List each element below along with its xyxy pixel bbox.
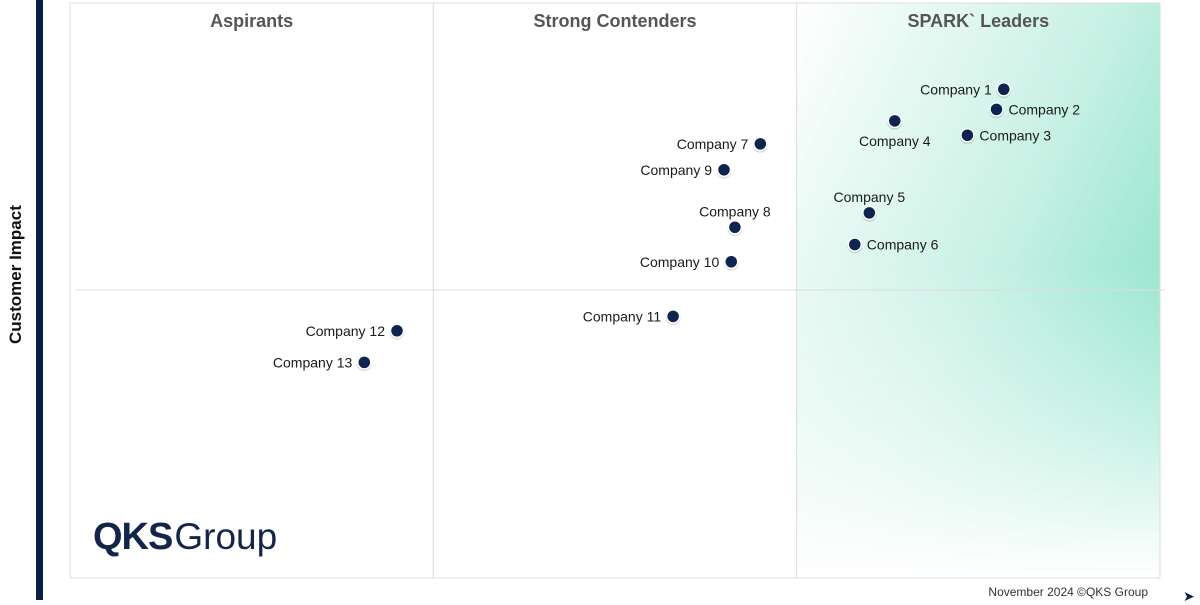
data-point-4: Company 4 <box>859 113 931 149</box>
data-point-2: Company 2 <box>989 101 1081 119</box>
point-label: Company 12 <box>306 323 386 339</box>
point-marker <box>862 205 877 221</box>
point-marker <box>960 128 975 143</box>
x-axis-arrow-icon: ➤ <box>1183 588 1195 604</box>
point-label: Company 3 <box>979 127 1051 143</box>
data-point-5: Company 5 <box>834 189 906 222</box>
data-point-8: Company 8 <box>699 203 771 237</box>
point-label: Company 7 <box>677 136 749 152</box>
data-point-1: Company 1 <box>920 81 1012 99</box>
point-marker <box>996 82 1012 97</box>
point-marker <box>665 309 681 324</box>
point-label: Company 1 <box>920 81 992 97</box>
point-marker <box>727 220 743 235</box>
point-marker <box>724 254 739 269</box>
point-marker <box>847 237 863 252</box>
point-label: Company 11 <box>583 308 662 324</box>
quadrant-title-2: Strong Contenders <box>533 11 696 31</box>
point-label: Company 4 <box>859 133 931 149</box>
y-axis-bar <box>36 0 43 600</box>
data-point-7: Company 7 <box>677 136 768 153</box>
logo-light-text: Group <box>174 516 278 557</box>
point-marker <box>357 355 372 370</box>
point-label: Company 8 <box>699 203 771 219</box>
data-point-3: Company 3 <box>959 127 1051 145</box>
data-point-13: Company 13 <box>273 354 372 372</box>
point-marker <box>887 113 903 129</box>
point-label: Company 10 <box>640 254 720 270</box>
point-marker <box>716 162 732 177</box>
point-marker <box>389 323 405 338</box>
data-point-12: Company 12 <box>306 323 405 340</box>
point-marker <box>753 136 768 152</box>
data-point-10: Company 10 <box>640 254 739 271</box>
point-label: Company 13 <box>273 354 353 370</box>
data-point-11: Company 11 <box>583 308 681 326</box>
data-point-6: Company 6 <box>847 237 939 254</box>
quadrant-title-1: Aspirants <box>210 11 293 31</box>
point-label: Company 2 <box>1009 101 1081 117</box>
point-label: Company 6 <box>867 237 939 253</box>
point-label: Company 9 <box>640 162 712 178</box>
quadrant-title-3: SPARK` Leaders <box>907 11 1049 31</box>
logo-bold-text: QKS <box>93 516 173 558</box>
point-marker <box>989 102 1004 117</box>
point-label: Company 5 <box>834 189 906 205</box>
data-point-9: Company 9 <box>640 162 732 179</box>
qks-group-logo: QKSGroup <box>93 518 277 556</box>
copyright-text: November 2024 ©QKS Group <box>988 585 1148 599</box>
